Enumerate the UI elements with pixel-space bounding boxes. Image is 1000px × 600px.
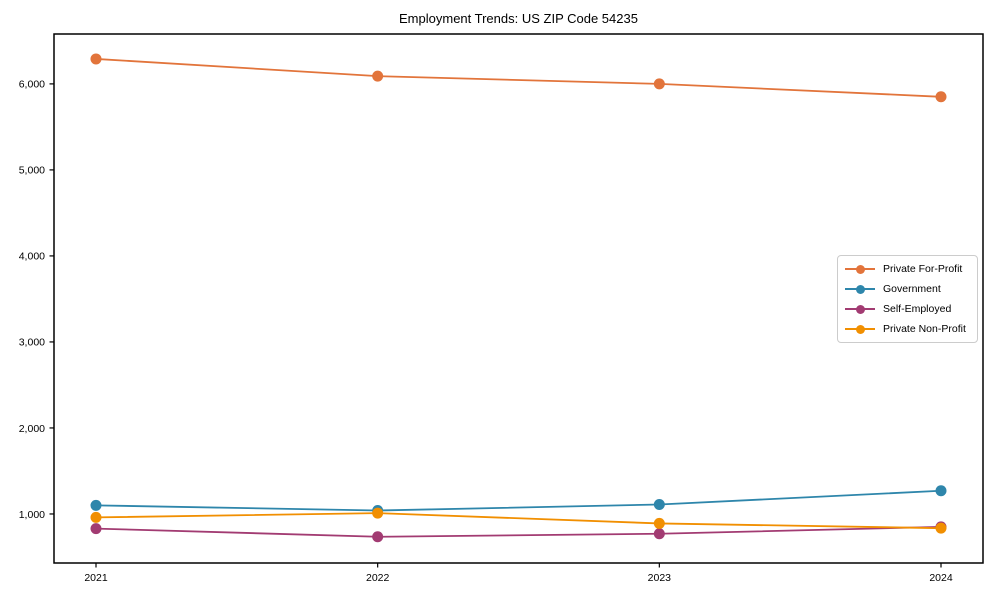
data-point-marker — [90, 523, 102, 535]
data-point-marker — [653, 499, 665, 511]
data-point-marker — [653, 517, 665, 529]
series-government — [90, 485, 947, 517]
data-point-marker — [372, 531, 384, 543]
series-private-non-profit — [90, 507, 947, 534]
legend-dot — [855, 304, 865, 314]
axes: 1,000 2,000 3,000 4,000 5,000 6,000 2021 2022 20… — [19, 33, 984, 584]
legend-dot — [855, 284, 865, 294]
legend-label: Self-Employed — [883, 303, 952, 315]
x-tick-label: 2021 — [84, 572, 108, 584]
series-line — [95, 512, 942, 530]
y-tick-label: 3,000 — [19, 337, 45, 349]
legend-item: Private For-Profit — [845, 259, 977, 279]
legend-item: Private Non-Profit — [845, 319, 977, 339]
legend-marker-icon — [845, 304, 875, 315]
legend-dot — [855, 264, 865, 274]
chart-title: Employment Trends: US ZIP Code 54235 — [399, 11, 638, 26]
data-point-marker — [653, 78, 665, 90]
y-tick-label: 2,000 — [19, 423, 45, 435]
legend-label: Government — [883, 283, 941, 295]
plot-border — [53, 33, 984, 564]
y-tick-label: 1,000 — [19, 509, 45, 521]
legend-item: Government — [845, 279, 977, 299]
legend-label: Private Non-Profit — [883, 323, 966, 335]
data-point-marker — [935, 91, 947, 103]
data-point-marker — [935, 485, 947, 497]
legend-dot — [855, 324, 865, 334]
x-tick-label: 2023 — [648, 572, 672, 584]
series-line — [95, 489, 942, 512]
x-tick-label: 2024 — [929, 572, 953, 584]
legend-label: Private For-Profit — [883, 263, 963, 275]
data-point-marker — [653, 528, 665, 540]
legend-marker-icon — [845, 284, 875, 295]
series-self-employed — [90, 521, 947, 543]
data-point-marker — [90, 499, 102, 511]
series-line — [95, 525, 942, 538]
y-tick-label: 6,000 — [19, 79, 45, 91]
series-private-for-profit — [90, 53, 947, 103]
legend-marker-icon — [845, 264, 875, 275]
legend-item: Self-Employed — [845, 299, 977, 319]
data-point-marker — [90, 53, 102, 65]
legend: Private For-Profit Government Self-Employe… — [837, 255, 978, 343]
data-point-marker — [372, 507, 384, 519]
data-point-marker — [372, 70, 384, 82]
legend-marker-icon — [845, 324, 875, 335]
x-tick-label: 2022 — [366, 572, 390, 584]
data-point-marker — [935, 522, 947, 534]
y-tick-label: 5,000 — [19, 165, 45, 177]
series-line — [95, 58, 942, 98]
y-tick-label: 4,000 — [19, 251, 45, 263]
data-point-marker — [90, 511, 102, 523]
